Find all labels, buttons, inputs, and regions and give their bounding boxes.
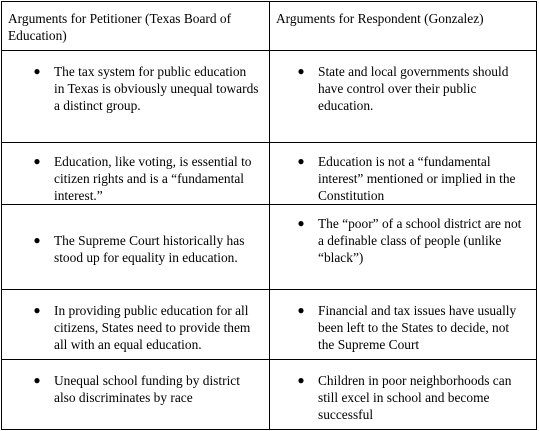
petitioner-argument: Unequal school funding by district also … <box>54 373 240 405</box>
table-row: ● The Supreme Court historically has sto… <box>1 204 537 290</box>
bullet-icon: ● <box>33 303 41 317</box>
bullet-icon: ● <box>297 154 305 168</box>
list-item: ● The “poor” of a school district are no… <box>270 205 536 266</box>
petitioner-argument: Education, like voting, is essential to … <box>54 154 252 203</box>
list-item: ● Unequal school funding by district als… <box>2 360 269 406</box>
respondent-cell: ● Children in poor neighborhoods can sti… <box>269 359 537 430</box>
petitioner-cell: ● The Supreme Court historically has sto… <box>1 204 270 290</box>
respondent-argument: Financial and tax issues have usually be… <box>318 303 517 352</box>
list-item: ● Education, like voting, is essential t… <box>2 143 269 204</box>
table-row: ● The tax system for public education in… <box>1 50 537 143</box>
petitioner-cell: ● Education, like voting, is essential t… <box>1 142 270 205</box>
respondent-argument: State and local governments should have … <box>318 64 509 113</box>
petitioner-argument: The Supreme Court historically has stood… <box>54 233 245 265</box>
respondent-argument: Children in poor neighborhoods can still… <box>318 373 512 422</box>
header-row: Arguments for Petitioner (Texas Board of… <box>1 1 537 51</box>
bullet-icon: ● <box>297 64 305 78</box>
petitioner-argument: The tax system for public education in T… <box>54 64 259 113</box>
bullet-icon: ● <box>297 303 305 317</box>
bullet-icon: ● <box>33 154 41 168</box>
petitioner-cell: ● The tax system for public education in… <box>1 50 270 143</box>
bullet-icon: ● <box>33 64 41 78</box>
respondent-cell: ● Financial and tax issues have usually … <box>269 289 537 360</box>
list-item: ● In providing public education for all … <box>2 290 269 353</box>
table-row: ● Education, like voting, is essential t… <box>1 142 537 205</box>
table-row: ● In providing public education for all … <box>1 289 537 360</box>
bullet-icon: ● <box>297 373 305 387</box>
respondent-argument: Education is not a “fundamental interest… <box>318 154 516 203</box>
header-respondent: Arguments for Respondent (Gonzalez) <box>269 1 537 51</box>
table-row: ● Unequal school funding by district als… <box>1 359 537 430</box>
list-item: ● The tax system for public education in… <box>2 51 269 114</box>
list-item: ● Children in poor neighborhoods can sti… <box>270 360 536 423</box>
respondent-cell: ● State and local governments should hav… <box>269 50 537 143</box>
bullet-icon: ● <box>297 216 305 230</box>
list-item: ● The Supreme Court historically has sto… <box>2 205 269 266</box>
respondent-argument: The “poor” of a school district are not … <box>318 216 522 265</box>
petitioner-cell: ● In providing public education for all … <box>1 289 270 360</box>
respondent-cell: ● Education is not a “fundamental intere… <box>269 142 537 205</box>
bullet-icon: ● <box>33 233 41 247</box>
bullet-icon: ● <box>33 373 41 387</box>
respondent-cell: ● The “poor” of a school district are no… <box>269 204 537 290</box>
list-item: ● Financial and tax issues have usually … <box>270 290 536 353</box>
header-petitioner: Arguments for Petitioner (Texas Board of… <box>1 1 270 51</box>
petitioner-cell: ● Unequal school funding by district als… <box>1 359 270 430</box>
list-item: ● State and local governments should hav… <box>270 51 536 114</box>
petitioner-argument: In providing public education for all ci… <box>54 303 251 352</box>
list-item: ● Education is not a “fundamental intere… <box>270 143 536 204</box>
